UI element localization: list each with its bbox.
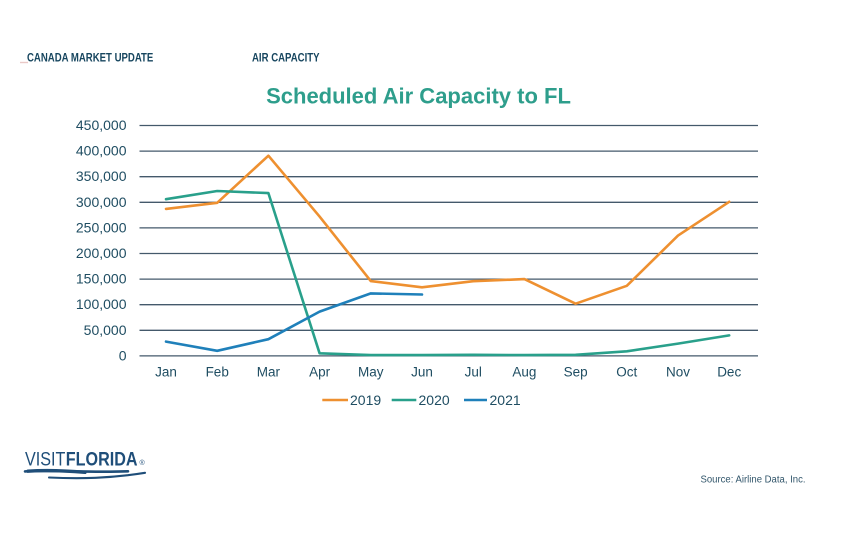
- svg-text:100,000: 100,000: [76, 296, 127, 312]
- svg-text:400,000: 400,000: [76, 143, 127, 159]
- svg-text:VISIT: VISIT: [25, 448, 66, 470]
- svg-text:350,000: 350,000: [76, 168, 127, 184]
- svg-text:CANADA MARKET UPDATE: CANADA MARKET UPDATE: [27, 52, 153, 65]
- svg-text:Mar: Mar: [257, 364, 281, 379]
- svg-text:Aug: Aug: [512, 364, 536, 379]
- svg-text:Oct: Oct: [616, 364, 637, 379]
- svg-text:2019: 2019: [350, 392, 381, 408]
- svg-text:Source: Airline Data, Inc.: Source: Airline Data, Inc.: [701, 475, 806, 486]
- svg-text:®: ®: [140, 459, 146, 467]
- svg-text:AIR CAPACITY: AIR CAPACITY: [252, 52, 320, 65]
- svg-text:Jun: Jun: [411, 364, 433, 379]
- svg-text:May: May: [358, 364, 384, 379]
- svg-text:0: 0: [119, 347, 127, 363]
- svg-text:FLORIDA: FLORIDA: [66, 448, 138, 470]
- svg-text:Dec: Dec: [717, 364, 741, 379]
- svg-text:2021: 2021: [490, 392, 521, 408]
- svg-text:Nov: Nov: [666, 364, 690, 379]
- svg-text:50,000: 50,000: [84, 322, 127, 338]
- svg-text:2020: 2020: [419, 392, 450, 408]
- svg-text:150,000: 150,000: [76, 271, 127, 287]
- svg-text:250,000: 250,000: [76, 219, 127, 235]
- svg-text:450,000: 450,000: [76, 117, 127, 133]
- svg-text:Scheduled Air Capacity to FL: Scheduled Air Capacity to FL: [266, 84, 571, 109]
- svg-text:Feb: Feb: [206, 364, 229, 379]
- svg-text:300,000: 300,000: [76, 194, 127, 210]
- svg-text:Sep: Sep: [564, 364, 588, 379]
- svg-text:Apr: Apr: [309, 364, 331, 379]
- svg-text:Jul: Jul: [465, 364, 482, 379]
- svg-text:200,000: 200,000: [76, 245, 127, 261]
- svg-text:Jan: Jan: [155, 364, 177, 379]
